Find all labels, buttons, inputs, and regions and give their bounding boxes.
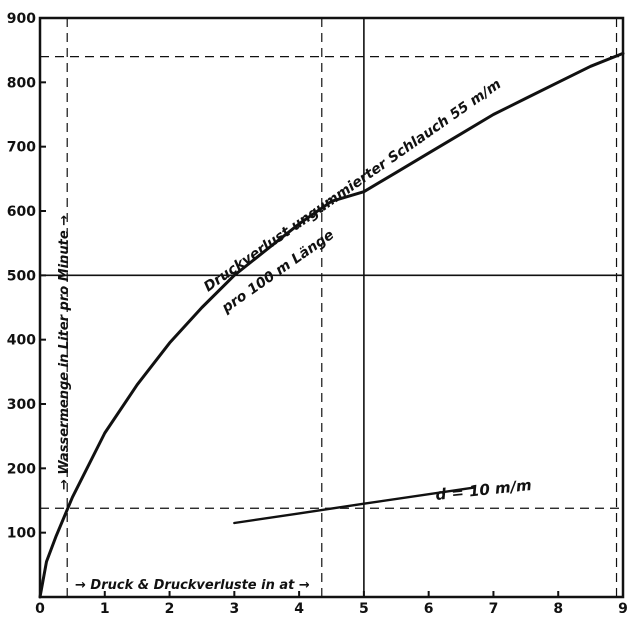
x-tick-label-5: 5 (359, 601, 369, 617)
y-tick-label-8: 900 (7, 11, 36, 27)
y-tick-label-1: 200 (7, 461, 36, 477)
d-label: d = 10 m/m (435, 476, 533, 504)
y-tick-label-6: 700 (7, 140, 36, 156)
x-tick-label-1: 1 (100, 601, 110, 617)
plot-frame (38, 16, 625, 599)
y-tick-label-5: 600 (7, 204, 36, 220)
x-axis-label: → Druck & Druckverluste in at → (75, 578, 310, 593)
y-axis-label: → Wassermenge in Liter pro Minute → (57, 215, 72, 490)
y-tick-label-3: 400 (7, 333, 36, 349)
x-tick-label-6: 6 (424, 601, 434, 617)
x-tick-label-3: 3 (229, 601, 239, 617)
y-tick-label-0: 100 (7, 526, 36, 542)
y-tick-label-4: 500 (7, 268, 36, 284)
x-tick-label-9: 9 (618, 601, 628, 617)
x-tick-label-7: 7 (489, 601, 499, 617)
x-tick-label-4: 4 (294, 601, 304, 617)
series-line-1 (233, 486, 476, 525)
curve-label-1: Druckverlust ungummierter Schlauch 55 m/… (201, 76, 504, 295)
y-tick-label-2: 300 (7, 397, 36, 413)
x-tick-label-0: 0 (35, 601, 45, 617)
y-tick-label-7: 800 (7, 75, 36, 91)
series-line-0 (38, 51, 625, 599)
x-tick-label-2: 2 (165, 601, 175, 617)
x-tick-label-8: 8 (553, 601, 563, 617)
